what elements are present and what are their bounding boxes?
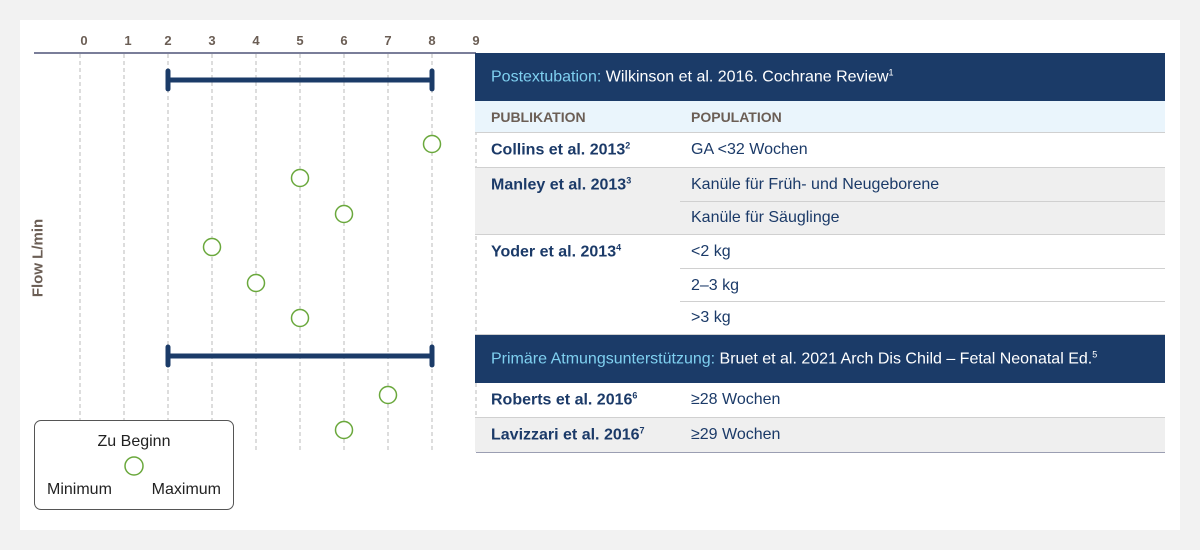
- table-row: >3 kg: [475, 302, 1165, 335]
- publication: Yoder et al. 20134: [491, 242, 621, 261]
- header-publikation: PUBLIKATION: [491, 108, 586, 125]
- header-population: POPULATION: [691, 108, 782, 125]
- publication: Lavizzari et al. 20167: [491, 425, 645, 444]
- table-row: Manley et al. 20133 Kanüle für Früh- und …: [475, 168, 1165, 202]
- population: Kanüle für Früh- und Neugeborene: [691, 176, 940, 193]
- divider: [680, 301, 1165, 302]
- start-value-marker: [334, 204, 354, 224]
- section-highlight: Primäre Atmungsunterstützung:: [491, 350, 716, 368]
- start-value-marker: [290, 168, 310, 188]
- population: ≥29 Wochen: [691, 426, 781, 443]
- publication-name: Lavizzari et al. 2016: [491, 426, 640, 444]
- legend: Zu Beginn Minimum Maximum: [34, 420, 234, 510]
- x-tick-label: 3: [208, 33, 215, 48]
- legend-max-label: Maximum: [151, 481, 221, 498]
- population: Kanüle für Säuglinge: [691, 209, 840, 226]
- x-tick-label: 9: [472, 33, 479, 48]
- publication: Manley et al. 20133: [491, 175, 631, 194]
- divider: [680, 268, 1165, 269]
- start-value-marker: [202, 237, 222, 257]
- x-tick-label: 0: [80, 33, 87, 48]
- footnote: 6: [632, 390, 638, 401]
- start-value-marker: [378, 385, 398, 405]
- x-tick-label: 2: [164, 33, 171, 48]
- start-value-marker: [422, 134, 442, 154]
- legend-range-bar: [48, 456, 220, 476]
- publication-name: Roberts et al. 2016: [491, 391, 633, 409]
- table-row: 2–3 kg: [475, 269, 1165, 302]
- section-header-postextubation: Postextubation: Wilkinson et al. 2016. C…: [475, 53, 1165, 101]
- y-axis-label: Flow L/min: [29, 218, 47, 298]
- table-row: Kanüle für Säuglinge: [475, 202, 1165, 235]
- x-tick-label: 4: [252, 33, 260, 48]
- footnote: 2: [625, 140, 631, 151]
- population: GA <32 Wochen: [691, 141, 808, 158]
- x-tick-label: 5: [296, 33, 303, 48]
- population: 2–3 kg: [691, 276, 740, 294]
- footnote: 1: [888, 67, 894, 78]
- footnote: 7: [639, 425, 645, 436]
- population: >3 kg: [691, 309, 731, 326]
- x-tick-label: 8: [428, 33, 435, 48]
- footnote: 5: [1092, 349, 1098, 360]
- section-text: Wilkinson et al. 2016. Cochrane Review: [601, 68, 889, 86]
- publication-name: Yoder et al. 2013: [491, 243, 617, 261]
- x-tick-label: 7: [384, 33, 391, 48]
- divider: [680, 201, 1165, 202]
- footnote: 4: [616, 242, 622, 253]
- footnote: 3: [626, 175, 632, 186]
- population: <2 kg: [691, 243, 731, 260]
- section-highlight: Postextubation:: [491, 68, 602, 86]
- table-header: PUBLIKATION POPULATION: [475, 101, 1165, 133]
- table-row: Lavizzari et al. 20167 ≥29 Wochen: [475, 418, 1165, 452]
- start-value-marker: [246, 273, 266, 293]
- x-tick-label: 6: [340, 33, 347, 48]
- x-tick-label: 1: [124, 33, 131, 48]
- publication: Collins et al. 20132: [491, 140, 630, 159]
- publication: Roberts et al. 20166: [491, 390, 637, 409]
- section-text: Bruet et al. 2021 Arch Dis Child – Fetal…: [715, 350, 1093, 368]
- publication-name: Manley et al. 2013: [491, 176, 627, 194]
- legend-title: Zu Beginn: [97, 433, 171, 450]
- section-header-primary: Primäre Atmungsunterstützung: Bruet et a…: [475, 335, 1165, 383]
- table-row: Collins et al. 20132 GA <32 Wochen: [475, 133, 1165, 168]
- legend-min-label: Minimum: [47, 481, 112, 498]
- publication-name: Collins et al. 2013: [491, 141, 626, 159]
- start-value-marker: [290, 308, 310, 328]
- start-value-marker: [334, 420, 354, 440]
- table-row: Yoder et al. 20134 <2 kg: [475, 235, 1165, 269]
- table-row: Roberts et al. 20166 ≥28 Wochen: [475, 383, 1165, 418]
- population: ≥28 Wochen: [691, 391, 781, 408]
